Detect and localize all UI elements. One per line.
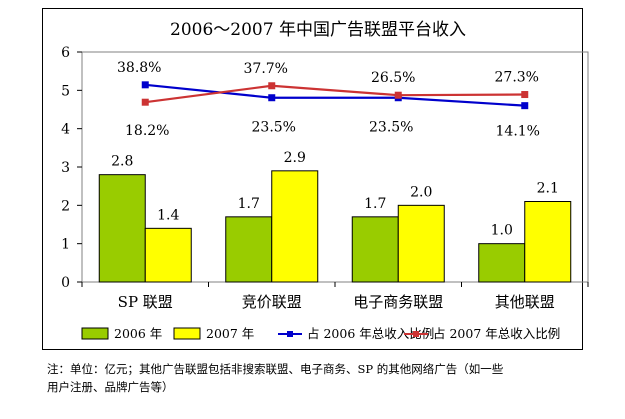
line-marker <box>268 82 276 90</box>
bar-2006 <box>225 216 273 283</box>
legend-marker <box>287 331 293 337</box>
y-tick-label: 3 <box>61 160 70 176</box>
bar-2007 <box>397 204 445 283</box>
legend-marker <box>413 331 419 337</box>
bar-value-label: 1.0 <box>491 223 513 239</box>
chart-title: 2006～2007 年中国广告联盟平台收入 <box>170 20 466 40</box>
bar-value-label: 1.7 <box>364 196 386 212</box>
bar-2006 <box>351 216 399 283</box>
line-value-label: 27.3% <box>495 70 539 86</box>
line-marker <box>521 102 529 110</box>
y-tick-label: 5 <box>61 83 70 99</box>
y-tick-label: 1 <box>61 237 70 253</box>
y-tick-label: 4 <box>61 122 70 138</box>
legend-label: 2007 年 <box>206 326 254 341</box>
legend-swatch <box>173 327 201 340</box>
line-value-label: 18.2% <box>125 123 169 139</box>
footnote-line-1: 注：单位：亿元；其他广告联盟包括非搜索联盟、电子商务、SP 的其他网络广告（如一… <box>47 362 504 376</box>
line-marker <box>141 98 149 106</box>
line-value-label: 37.7% <box>244 61 288 77</box>
line-marker <box>268 94 276 102</box>
line-share-2007 <box>145 84 525 104</box>
chart-frame <box>42 8 583 350</box>
line-share-2006 <box>145 83 525 107</box>
bar-value-label: 1.4 <box>157 207 179 223</box>
line-value-label: 23.5% <box>252 120 296 136</box>
legend-label: 2006 年 <box>114 326 162 341</box>
line-value-label: 38.8% <box>117 60 161 76</box>
legend-label: 占 2007 年总收入比例 <box>433 326 560 341</box>
y-tick-label: 0 <box>61 275 70 291</box>
footnote-line-2: 用户注册、品牌广告等） <box>47 380 174 394</box>
bar-value-label: 1.7 <box>238 196 260 212</box>
legend-swatch <box>81 327 109 340</box>
legend-label: 占 2006 年总收入比例 <box>307 326 434 341</box>
line-marker <box>521 91 529 99</box>
x-category-label: 其他联盟 <box>495 293 555 311</box>
bar-2007 <box>144 227 192 283</box>
bar-value-label: 2.1 <box>537 181 559 197</box>
bar-value-label: 2.8 <box>111 154 133 170</box>
x-category-label: SP 联盟 <box>118 293 173 311</box>
bar-value-label: 2.0 <box>410 184 432 200</box>
bar-2007 <box>271 170 319 283</box>
y-tick-label: 2 <box>61 198 70 214</box>
y-tick-label: 6 <box>61 45 70 61</box>
bar-value-label: 2.9 <box>284 150 306 166</box>
line-value-label: 14.1% <box>496 124 540 140</box>
line-value-label: 23.5% <box>369 120 413 136</box>
x-category-label: 电子商务联盟 <box>353 293 443 311</box>
x-category-label: 竞价联盟 <box>242 293 302 311</box>
bar-2006 <box>98 174 146 283</box>
line-marker <box>141 81 149 89</box>
bar-2007 <box>524 201 572 283</box>
line-value-label: 26.5% <box>371 70 415 86</box>
bar-2006 <box>478 243 526 283</box>
line-marker <box>394 91 402 99</box>
